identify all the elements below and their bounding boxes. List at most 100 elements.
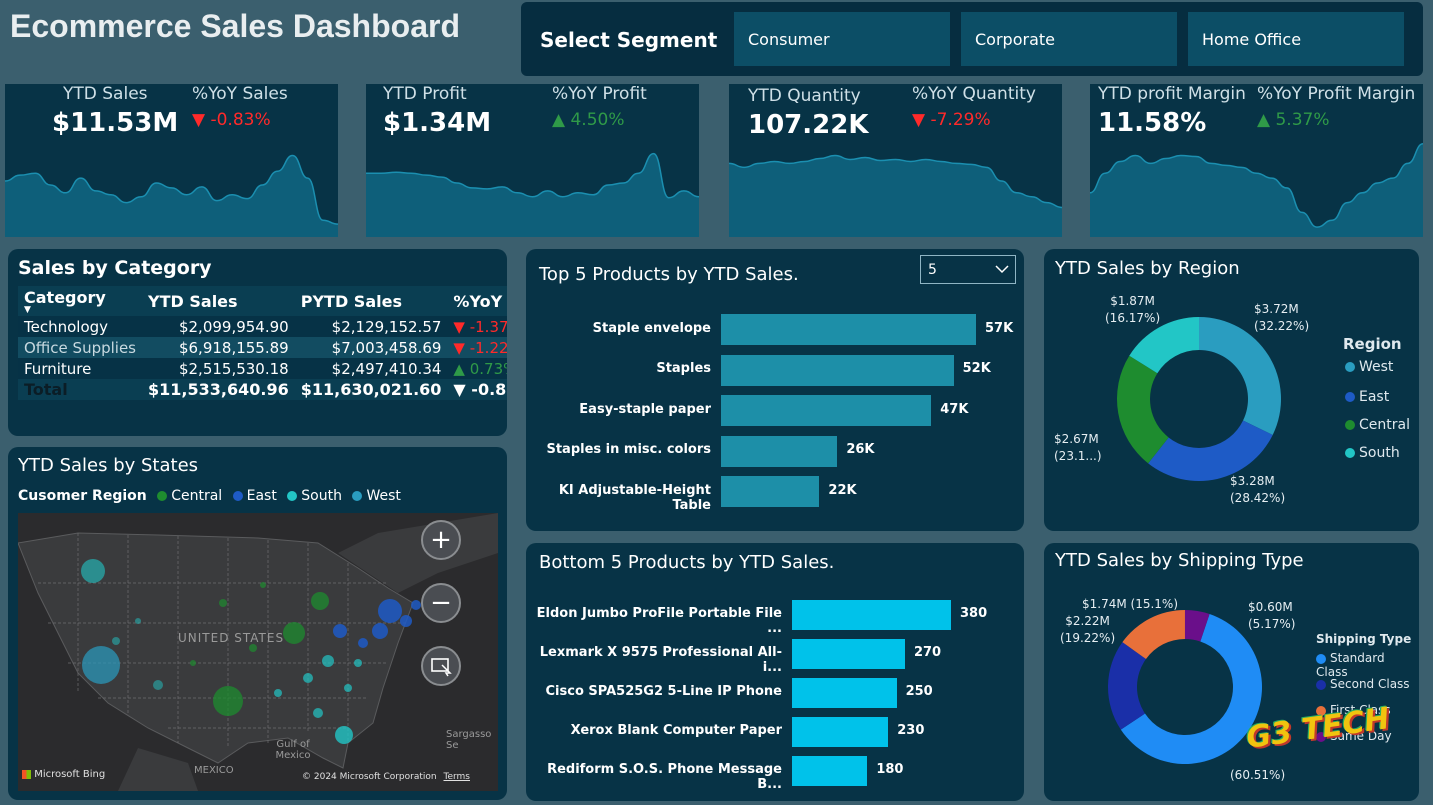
- donut-slice-west[interactable]: [1199, 317, 1281, 435]
- bar[interactable]: [721, 395, 932, 426]
- map-bubble[interactable]: [249, 644, 257, 652]
- bar-value-label: 380: [960, 606, 988, 621]
- map-bubble[interactable]: [372, 623, 388, 639]
- bar-category-label: Staple envelope: [592, 320, 711, 336]
- column-header-yoy[interactable]: %YoY Sales: [453, 291, 507, 311]
- map-bubble[interactable]: [333, 624, 347, 638]
- map-bubble[interactable]: [82, 646, 120, 684]
- microsoft-icon: [22, 769, 31, 779]
- bar[interactable]: [792, 678, 897, 708]
- map-bubble[interactable]: [411, 600, 421, 610]
- column-header-ytd[interactable]: YTD Sales: [148, 291, 238, 311]
- segment-consumer-button[interactable]: Consumer: [734, 12, 950, 66]
- table-header-row: Category▼ YTD Sales PYTD Sales %YoY Sale…: [18, 286, 507, 316]
- shipping-label-sameday: $0.60M (5.17%): [1248, 600, 1296, 631]
- legend-second[interactable]: Second Class: [1316, 677, 1410, 691]
- legend-east[interactable]: East: [1345, 389, 1389, 405]
- map-bubble[interactable]: [219, 599, 227, 607]
- cell-pytd: $11,630,021.60: [300, 380, 442, 399]
- region-label-south: $1.87M (16.17%): [1105, 294, 1161, 325]
- donut-slice-same-day[interactable]: [1184, 610, 1210, 642]
- zoom-out-button[interactable]: −: [421, 583, 461, 623]
- cell-pytd: $2,497,410.34: [331, 359, 442, 378]
- map-bubble[interactable]: [311, 592, 329, 610]
- map-bubble[interactable]: [303, 673, 313, 683]
- bar-category-label: Cisco SPA525G2 5-Line IP Phone: [545, 684, 783, 699]
- legend-first[interactable]: First Class: [1316, 703, 1391, 717]
- minus-icon: −: [430, 588, 452, 618]
- donut-slice-central[interactable]: [1117, 355, 1169, 464]
- select-tool-button[interactable]: [421, 646, 461, 686]
- category-table: Category▼ YTD Sales PYTD Sales %YoY Sale…: [18, 286, 507, 400]
- donut-slice-second-class[interactable]: [1108, 642, 1146, 730]
- map-bubble[interactable]: [81, 559, 105, 583]
- column-header-pytd[interactable]: PYTD Sales: [300, 291, 402, 311]
- map-bubble[interactable]: [358, 638, 368, 648]
- legend-sameday[interactable]: Same Day: [1316, 729, 1392, 743]
- topn-dropdown[interactable]: 5: [920, 255, 1016, 284]
- map-bubble[interactable]: [335, 726, 353, 744]
- region-donut-chart[interactable]: [1116, 316, 1282, 482]
- terms-link[interactable]: Terms: [443, 772, 470, 782]
- map-bubble[interactable]: [354, 659, 362, 667]
- bar[interactable]: [792, 717, 889, 747]
- region-label-west: $3.72M (32.22%): [1254, 302, 1310, 333]
- donut-slice-east[interactable]: [1148, 420, 1273, 481]
- table-row[interactable]: Technology $2,099,954.90 $2,129,152.57 ▼…: [18, 316, 507, 337]
- bar[interactable]: [721, 314, 976, 345]
- map-bubble[interactable]: [213, 686, 243, 716]
- legend-standard[interactable]: Standard Class: [1316, 651, 1385, 679]
- map-bubble[interactable]: [260, 582, 266, 588]
- map-bubble[interactable]: [283, 622, 305, 644]
- map-bubble[interactable]: [313, 708, 323, 718]
- map-canvas[interactable]: UNITED STATES Gulf of Mexico MEXICO Sarg…: [18, 513, 498, 791]
- shipping-label-standard: (60.51%): [1230, 768, 1286, 782]
- legend-west[interactable]: West: [1345, 359, 1393, 375]
- map-label-country: UNITED STATES: [178, 631, 285, 645]
- map-bubble[interactable]: [135, 618, 141, 624]
- kpi-yoy-value: ▼ -7.29%: [912, 110, 991, 130]
- bar-category-label: Staples in misc. colors: [546, 442, 711, 457]
- map-bubble[interactable]: [322, 655, 334, 667]
- map-bubble[interactable]: [378, 599, 402, 623]
- bar[interactable]: [792, 756, 868, 786]
- bar[interactable]: [721, 354, 954, 386]
- donut-slice-first-class[interactable]: [1122, 610, 1185, 660]
- segment-corporate-button[interactable]: Corporate: [961, 12, 1177, 66]
- cell-category: Office Supplies: [24, 338, 137, 357]
- donut-slice-south[interactable]: [1129, 317, 1199, 374]
- table-row[interactable]: Furniture $2,515,530.18 $2,497,410.34 ▲ …: [18, 358, 507, 379]
- cell-category: Technology: [24, 317, 109, 336]
- bar[interactable]: [721, 435, 838, 467]
- top5-title: Top 5 Products by YTD Sales.: [539, 264, 799, 285]
- cell-pytd: $2,129,152.57: [331, 317, 442, 336]
- map-label-sea: Sargasso Se: [446, 729, 492, 751]
- kpi-yoy-value: ▲ 4.50%: [552, 110, 625, 130]
- map-bubble[interactable]: [344, 684, 352, 692]
- map-bubble[interactable]: [190, 660, 196, 666]
- column-header-category[interactable]: Category ▼: [24, 288, 106, 315]
- map-bubble[interactable]: [400, 615, 412, 627]
- bar[interactable]: [792, 639, 905, 669]
- legend-south[interactable]: South: [1345, 445, 1400, 461]
- map-bubble[interactable]: [153, 680, 163, 690]
- region-label-east: $3.28M (28.42%): [1230, 474, 1286, 505]
- donut-slice-standard-class[interactable]: [1120, 614, 1262, 764]
- bar-category-label: KI Adjustable-Height Table: [558, 482, 711, 513]
- kpi-label: YTD profit Margin: [1098, 84, 1246, 104]
- map-bubble[interactable]: [274, 689, 282, 697]
- page-title: Ecommerce Sales Dashboard: [10, 8, 460, 44]
- legend-central[interactable]: Central: [1345, 417, 1410, 433]
- table-total-row: Total $11,533,640.96 $11,630,021.60 ▼ -0…: [18, 379, 507, 400]
- zoom-in-button[interactable]: +: [421, 520, 461, 560]
- shipping-donut-chart[interactable]: [1107, 609, 1263, 765]
- legend-south: South: [301, 488, 342, 504]
- bar[interactable]: [792, 600, 951, 630]
- table-row[interactable]: Office Supplies $6,918,155.89 $7,003,458…: [18, 337, 507, 358]
- kpi-sparkline: [1090, 143, 1423, 237]
- segment-home-office-button[interactable]: Home Office: [1188, 12, 1404, 66]
- topn-dropdown-value: 5: [928, 262, 937, 278]
- bar[interactable]: [721, 476, 820, 507]
- map-bubble[interactable]: [112, 637, 120, 645]
- kpi-yoy-value: ▲ 5.37%: [1257, 110, 1330, 130]
